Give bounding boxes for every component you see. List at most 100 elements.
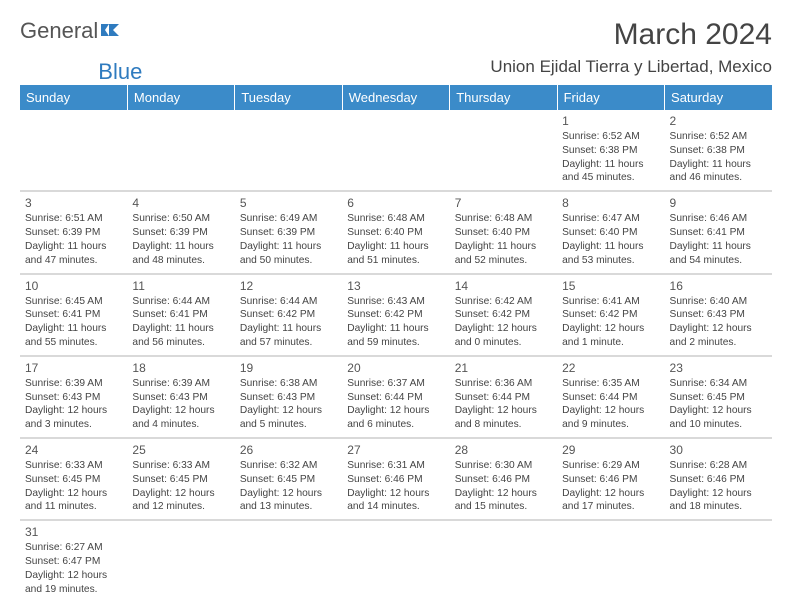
daylight-text: Daylight: 12 hours and 6 minutes. xyxy=(347,404,444,432)
sunrise-text: Sunrise: 6:50 AM xyxy=(132,212,229,226)
calendar-cell: 4Sunrise: 6:50 AMSunset: 6:39 PMDaylight… xyxy=(127,191,234,273)
sunset-text: Sunset: 6:38 PM xyxy=(562,144,659,158)
sunset-text: Sunset: 6:43 PM xyxy=(132,391,229,405)
calendar-row: 1Sunrise: 6:52 AMSunset: 6:38 PMDaylight… xyxy=(20,110,772,191)
daylight-text: Daylight: 12 hours and 15 minutes. xyxy=(455,487,552,515)
daylight-text: Daylight: 11 hours and 59 minutes. xyxy=(347,322,444,350)
sunset-text: Sunset: 6:45 PM xyxy=(670,391,767,405)
daylight-text: Daylight: 12 hours and 17 minutes. xyxy=(562,487,659,515)
daylight-text: Daylight: 11 hours and 56 minutes. xyxy=(132,322,229,350)
day-number: 5 xyxy=(240,195,337,211)
daylight-text: Daylight: 12 hours and 11 minutes. xyxy=(25,487,122,515)
logo-line2: GeneralBlue xyxy=(20,59,142,85)
logo-flag-icon xyxy=(101,18,123,44)
day-number: 31 xyxy=(25,524,122,540)
day-number: 3 xyxy=(25,195,122,211)
daylight-text: Daylight: 12 hours and 14 minutes. xyxy=(347,487,444,515)
sunrise-text: Sunrise: 6:49 AM xyxy=(240,212,337,226)
calendar-cell: 24Sunrise: 6:33 AMSunset: 6:45 PMDayligh… xyxy=(20,438,127,520)
sunset-text: Sunset: 6:41 PM xyxy=(132,308,229,322)
day-number: 16 xyxy=(670,278,767,294)
day-number: 13 xyxy=(347,278,444,294)
daylight-text: Daylight: 11 hours and 47 minutes. xyxy=(25,240,122,268)
calendar-cell: 17Sunrise: 6:39 AMSunset: 6:43 PMDayligh… xyxy=(20,356,127,438)
sunset-text: Sunset: 6:46 PM xyxy=(670,473,767,487)
sunset-text: Sunset: 6:46 PM xyxy=(562,473,659,487)
daylight-text: Daylight: 11 hours and 54 minutes. xyxy=(670,240,767,268)
calendar-cell xyxy=(557,520,664,601)
daylight-text: Daylight: 11 hours and 50 minutes. xyxy=(240,240,337,268)
col-tuesday: Tuesday xyxy=(235,85,342,110)
day-number: 24 xyxy=(25,442,122,458)
calendar-cell xyxy=(450,110,557,191)
sunrise-text: Sunrise: 6:32 AM xyxy=(240,459,337,473)
calendar-cell: 11Sunrise: 6:44 AMSunset: 6:41 PMDayligh… xyxy=(127,274,234,356)
calendar-cell: 22Sunrise: 6:35 AMSunset: 6:44 PMDayligh… xyxy=(557,356,664,438)
calendar-cell: 25Sunrise: 6:33 AMSunset: 6:45 PMDayligh… xyxy=(127,438,234,520)
sunrise-text: Sunrise: 6:46 AM xyxy=(670,212,767,226)
sunset-text: Sunset: 6:47 PM xyxy=(25,555,122,569)
daylight-text: Daylight: 11 hours and 46 minutes. xyxy=(670,158,767,186)
day-number: 6 xyxy=(347,195,444,211)
calendar-cell: 6Sunrise: 6:48 AMSunset: 6:40 PMDaylight… xyxy=(342,191,449,273)
calendar-cell: 30Sunrise: 6:28 AMSunset: 6:46 PMDayligh… xyxy=(665,438,772,520)
calendar-cell: 8Sunrise: 6:47 AMSunset: 6:40 PMDaylight… xyxy=(557,191,664,273)
calendar-cell: 16Sunrise: 6:40 AMSunset: 6:43 PMDayligh… xyxy=(665,274,772,356)
calendar-body: 1Sunrise: 6:52 AMSunset: 6:38 PMDaylight… xyxy=(20,110,772,602)
calendar-row: 24Sunrise: 6:33 AMSunset: 6:45 PMDayligh… xyxy=(20,438,772,520)
col-sunday: Sunday xyxy=(20,85,127,110)
daylight-text: Daylight: 11 hours and 53 minutes. xyxy=(562,240,659,268)
sunset-text: Sunset: 6:41 PM xyxy=(670,226,767,240)
sunset-text: Sunset: 6:42 PM xyxy=(240,308,337,322)
sunrise-text: Sunrise: 6:36 AM xyxy=(455,377,552,391)
sunrise-text: Sunrise: 6:39 AM xyxy=(132,377,229,391)
sunset-text: Sunset: 6:39 PM xyxy=(25,226,122,240)
calendar-cell: 2Sunrise: 6:52 AMSunset: 6:38 PMDaylight… xyxy=(665,110,772,191)
calendar-cell: 18Sunrise: 6:39 AMSunset: 6:43 PMDayligh… xyxy=(127,356,234,438)
calendar-cell: 21Sunrise: 6:36 AMSunset: 6:44 PMDayligh… xyxy=(450,356,557,438)
sunrise-text: Sunrise: 6:41 AM xyxy=(562,295,659,309)
day-number: 10 xyxy=(25,278,122,294)
calendar-cell: 9Sunrise: 6:46 AMSunset: 6:41 PMDaylight… xyxy=(665,191,772,273)
day-number: 15 xyxy=(562,278,659,294)
calendar-cell: 3Sunrise: 6:51 AMSunset: 6:39 PMDaylight… xyxy=(20,191,127,273)
sunrise-text: Sunrise: 6:44 AM xyxy=(132,295,229,309)
day-number: 9 xyxy=(670,195,767,211)
location-subtitle: Union Ejidal Tierra y Libertad, Mexico xyxy=(490,57,772,77)
calendar-cell: 20Sunrise: 6:37 AMSunset: 6:44 PMDayligh… xyxy=(342,356,449,438)
calendar-cell: 12Sunrise: 6:44 AMSunset: 6:42 PMDayligh… xyxy=(235,274,342,356)
calendar-table: Sunday Monday Tuesday Wednesday Thursday… xyxy=(20,85,772,602)
col-monday: Monday xyxy=(127,85,234,110)
header: General March 2024 xyxy=(20,18,772,52)
day-number: 22 xyxy=(562,360,659,376)
col-friday: Friday xyxy=(557,85,664,110)
day-number: 1 xyxy=(562,113,659,129)
sunset-text: Sunset: 6:42 PM xyxy=(455,308,552,322)
day-number: 12 xyxy=(240,278,337,294)
calendar-cell: 15Sunrise: 6:41 AMSunset: 6:42 PMDayligh… xyxy=(557,274,664,356)
sunset-text: Sunset: 6:45 PM xyxy=(240,473,337,487)
sunrise-text: Sunrise: 6:43 AM xyxy=(347,295,444,309)
daylight-text: Daylight: 11 hours and 48 minutes. xyxy=(132,240,229,268)
logo-text-2: Blue xyxy=(98,59,142,85)
daylight-text: Daylight: 12 hours and 0 minutes. xyxy=(455,322,552,350)
day-number: 23 xyxy=(670,360,767,376)
sunrise-text: Sunrise: 6:40 AM xyxy=(670,295,767,309)
sunset-text: Sunset: 6:39 PM xyxy=(240,226,337,240)
day-number: 25 xyxy=(132,442,229,458)
calendar-cell xyxy=(450,520,557,601)
weekday-header-row: Sunday Monday Tuesday Wednesday Thursday… xyxy=(20,85,772,110)
day-number: 27 xyxy=(347,442,444,458)
sunset-text: Sunset: 6:40 PM xyxy=(562,226,659,240)
sunset-text: Sunset: 6:42 PM xyxy=(562,308,659,322)
calendar-cell: 1Sunrise: 6:52 AMSunset: 6:38 PMDaylight… xyxy=(557,110,664,191)
daylight-text: Daylight: 11 hours and 52 minutes. xyxy=(455,240,552,268)
sunrise-text: Sunrise: 6:52 AM xyxy=(562,130,659,144)
daylight-text: Daylight: 11 hours and 45 minutes. xyxy=(562,158,659,186)
calendar-cell xyxy=(127,110,234,191)
sunset-text: Sunset: 6:38 PM xyxy=(670,144,767,158)
day-number: 28 xyxy=(455,442,552,458)
daylight-text: Daylight: 12 hours and 18 minutes. xyxy=(670,487,767,515)
day-number: 2 xyxy=(670,113,767,129)
calendar-cell: 29Sunrise: 6:29 AMSunset: 6:46 PMDayligh… xyxy=(557,438,664,520)
